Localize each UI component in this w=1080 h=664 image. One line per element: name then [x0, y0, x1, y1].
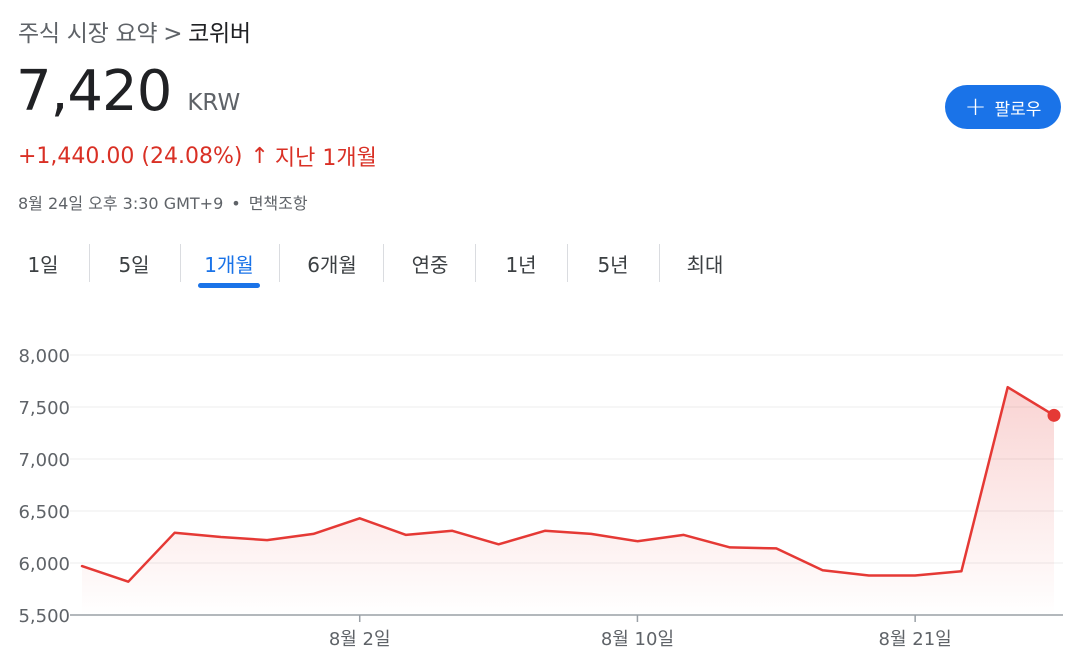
change-period: 지난 1개월 [274, 146, 377, 171]
y-tick-label: 7,000 [18, 450, 70, 471]
tab-ytd[interactable]: 연중 [411, 252, 449, 277]
current-price: 7,420 [16, 59, 172, 124]
tab-1d[interactable]: 1일 [27, 252, 59, 277]
tab-divider [659, 244, 660, 282]
range-tabs: 1일 5일 1개월 6개월 연중 1년 5년 최대 [0, 240, 760, 290]
tab-1m[interactable]: 1개월 [204, 252, 254, 277]
x-tick-label: 8월 10일 [601, 629, 674, 650]
tab-divider [279, 244, 280, 282]
price-change: +1,440.00 (24.08%) ↑ 지난 1개월 [18, 140, 377, 172]
follow-button[interactable]: + 팔로우 [945, 85, 1061, 129]
tab-divider [180, 244, 181, 282]
follow-label: 팔로우 [994, 99, 1042, 120]
y-tick-label: 7,500 [18, 398, 70, 419]
y-tick-label: 6,500 [18, 502, 70, 523]
tab-divider [383, 244, 384, 282]
meta-separator: • [231, 194, 241, 213]
breadcrumb-separator: > [163, 21, 183, 47]
y-tick-label: 8,000 [18, 346, 70, 367]
tab-divider [567, 244, 568, 282]
tab-max[interactable]: 최대 [686, 252, 724, 277]
disclaimer-link[interactable]: 면책조항 [248, 194, 308, 213]
tab-5d[interactable]: 5일 [118, 252, 150, 277]
price-area-fill [82, 387, 1054, 615]
breadcrumb: 주식 시장 요약 > 코위버 [18, 14, 251, 48]
timestamp: 8월 24일 오후 3:30 GMT+9 [18, 194, 224, 213]
price-chart[interactable]: 5,500 6,000 6,500 7,000 7,500 8,000 8월 2일 8월 10… [0, 330, 1080, 664]
y-tick-label: 6,000 [18, 554, 70, 575]
tab-5y[interactable]: 5년 [597, 252, 629, 277]
quote-meta: 8월 24일 오후 3:30 GMT+9 • 면책조항 [18, 190, 308, 214]
tab-6m[interactable]: 6개월 [307, 252, 357, 277]
y-tick-label: 5,500 [18, 606, 70, 627]
tab-1y[interactable]: 1년 [505, 252, 537, 277]
price-series-line [80, 385, 1056, 583]
last-price-point [1047, 408, 1061, 422]
breadcrumb-root-link[interactable]: 주식 시장 요약 [18, 21, 158, 47]
price-row: 7,420 KRW [16, 64, 240, 120]
arrow-up-icon: ↑ [250, 143, 269, 169]
x-tick-label: 8월 2일 [329, 629, 391, 650]
currency-label: KRW [187, 90, 241, 116]
change-value: +1,440.00 (24.08%) [18, 143, 243, 169]
x-tick-label: 8월 21일 [879, 629, 952, 650]
breadcrumb-current: 코위버 [188, 21, 251, 47]
plus-icon: + [964, 92, 987, 122]
tab-divider [475, 244, 476, 282]
active-tab-indicator [198, 283, 260, 288]
tab-divider [89, 244, 90, 282]
